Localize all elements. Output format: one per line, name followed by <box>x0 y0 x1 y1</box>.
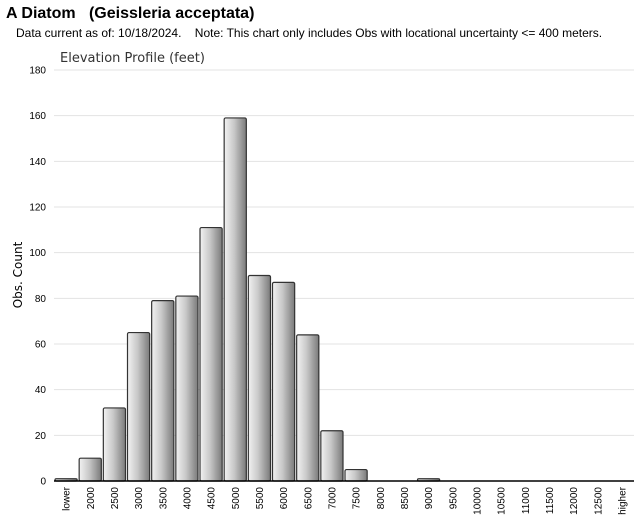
x-tick-label: 10500 <box>497 487 508 515</box>
x-tick-label: 6500 <box>303 487 314 510</box>
x-tick-label: 8000 <box>376 487 387 510</box>
x-tick-label: 9000 <box>424 487 435 510</box>
x-tick-label: 12000 <box>569 487 580 515</box>
bar-6500 <box>296 334 320 482</box>
data-note: Data current as of: 10/18/2024. Note: Th… <box>16 26 603 40</box>
x-tick-label: lower <box>62 486 73 511</box>
x-tick-label: 5000 <box>231 487 242 510</box>
bar-7500 <box>344 468 368 482</box>
bar-2000 <box>78 457 102 482</box>
x-tick-label: 6000 <box>279 487 290 510</box>
y-tick-label: 180 <box>29 66 46 77</box>
x-tick-label: higher <box>617 486 628 514</box>
bar-5000 <box>223 117 247 482</box>
y-tick-label: 0 <box>40 477 46 488</box>
page-title: A Diatom (Geissleria acceptata) <box>6 5 255 22</box>
x-tick-label: 2500 <box>110 487 121 510</box>
x-tick-label: 4000 <box>182 487 193 510</box>
bar-5500 <box>247 274 272 482</box>
bar-3500 <box>151 300 175 482</box>
y-tick-label: 120 <box>29 203 46 214</box>
x-tick-label: 5500 <box>255 487 266 510</box>
x-tick-label: 7500 <box>352 487 363 510</box>
bar-2500 <box>102 407 127 482</box>
x-tick-label: 3000 <box>134 487 145 510</box>
y-tick-label: 60 <box>35 340 47 351</box>
x-tick-label: 11000 <box>521 487 532 515</box>
bar-3000 <box>126 331 151 482</box>
x-tick-label: 4500 <box>207 487 218 510</box>
x-tick-label: 11500 <box>545 487 556 515</box>
bar-6000 <box>271 281 296 482</box>
y-tick-label: 160 <box>29 111 46 122</box>
bar-7000 <box>320 430 344 482</box>
y-tick-label: 40 <box>35 385 47 396</box>
y-axis-label: Obs. Count <box>11 241 25 308</box>
x-tick-label: 8500 <box>400 487 411 510</box>
x-tick-label: 9500 <box>448 487 459 510</box>
bar-4500 <box>199 226 223 482</box>
x-tick-label: 10000 <box>472 487 483 515</box>
chart-title: Elevation Profile (feet) <box>60 51 205 66</box>
y-tick-label: 100 <box>29 248 46 259</box>
y-tick-label: 140 <box>29 157 46 168</box>
y-tick-label: 80 <box>35 294 47 305</box>
x-tick-label: 3500 <box>158 487 169 510</box>
y-tick-label: 20 <box>35 431 47 442</box>
x-tick-label: 2000 <box>86 487 97 510</box>
bar-4000 <box>175 295 199 482</box>
x-tick-label: 7000 <box>327 487 338 510</box>
x-tick-label: 12500 <box>593 487 604 515</box>
